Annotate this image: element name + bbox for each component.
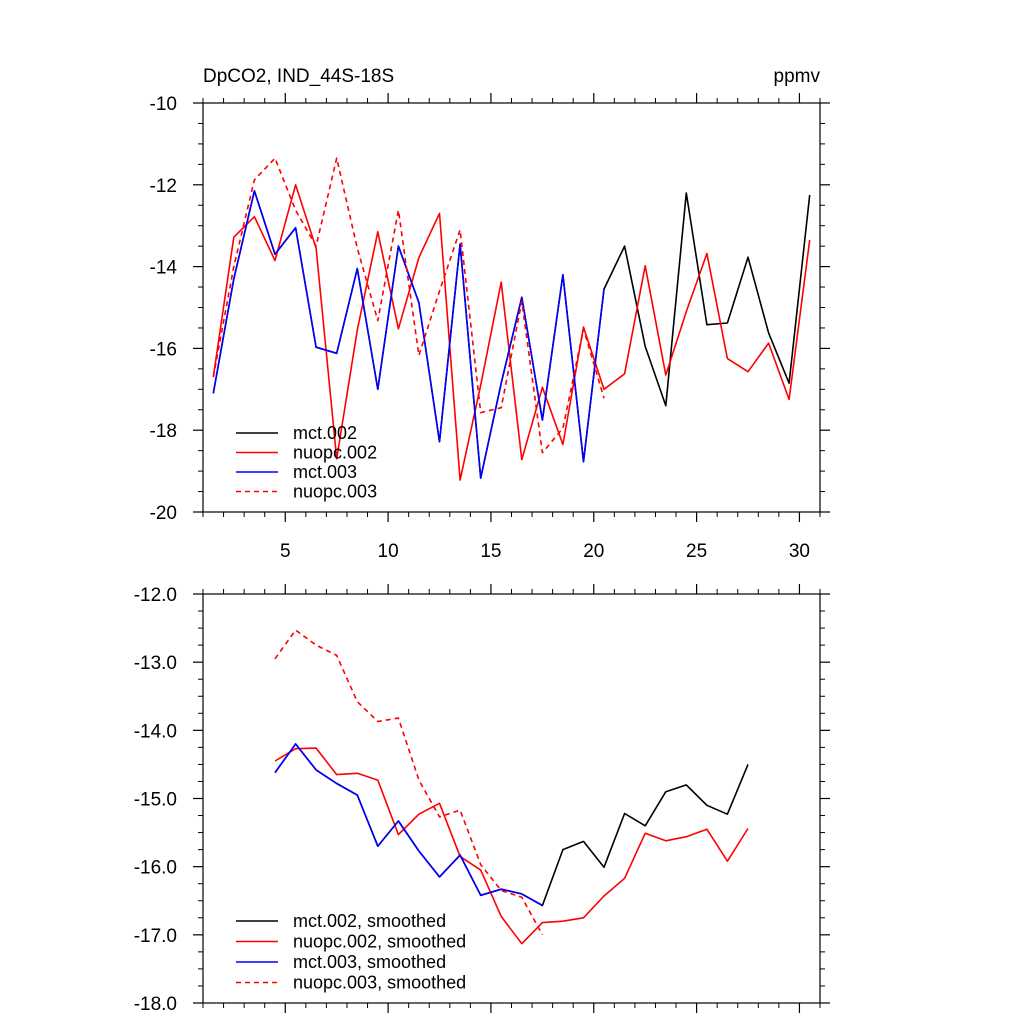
top-plot-frame [202,102,821,513]
bottom-plot-frame [202,593,821,1004]
bottom-y-tick-label: -16.0 [134,858,177,879]
bottom-y-tick-label: -17.0 [134,926,177,947]
bottom-legend-label: nuopc.003, smoothed [293,973,466,993]
top-series-line-nuopc-003 [212,157,605,454]
top-x-tick-label: 25 [686,541,707,562]
top-panel: DpCO2, IND_44S-18S ppmv 5 10 15 20 25 30 -20 -1… [150,66,830,562]
bottom-legend-label: mct.002, smoothed [293,911,446,931]
top-y-tick-label: -10 [150,94,177,115]
bottom-legend-label: mct.003, smoothed [293,952,446,972]
bottom-series-line-nuopc-003-smoothed [274,629,544,936]
top-series-line-nuopc-002 [212,184,811,481]
top-legend-label: nuopc.002 [293,443,377,463]
top-x-tick-label: 15 [480,541,501,562]
top-y-tick-label: -18 [150,421,177,442]
bottom-y-tick-label: -15.0 [134,790,177,811]
top-y-tick-label: -20 [150,503,177,524]
bottom-series-line-mct-002-smoothed [274,743,749,907]
bottom-y-tick-label: -12.0 [134,585,177,606]
top-x-tick-label: 20 [583,541,604,562]
bottom-series-line-nuopc-002-smoothed [274,747,749,945]
bottom-legend-label: nuopc.002, smoothed [293,932,466,952]
bottom-y-tick-label: -14.0 [134,721,177,742]
top-y-tick-label: -16 [150,339,177,360]
top-title: DpCO2, IND_44S-18S [203,66,394,87]
top-x-tick-label: 30 [789,541,810,562]
top-x-tick-label: 5 [280,541,291,562]
top-y-tick-label: -14 [150,258,178,279]
top-series-line-mct-003 [212,190,605,479]
top-legend-label: nuopc.003 [293,482,377,502]
top-x-tick-label: 10 [378,541,399,562]
bottom-series-line-mct-003-smoothed [274,743,543,907]
bottom-y-tick-label: -18.0 [134,994,177,1015]
bottom-panel: -18.0 -17.0 -16.0 -15.0 -14.0 -13.0 -12.0 mct.… [134,584,830,1015]
top-legend-label: mct.002 [293,423,357,443]
top-legend-label: mct.003 [293,462,357,482]
top-y-tick-label: -12 [150,176,177,197]
bottom-y-tick-label: -13.0 [134,653,177,674]
top-units: ppmv [774,66,821,87]
